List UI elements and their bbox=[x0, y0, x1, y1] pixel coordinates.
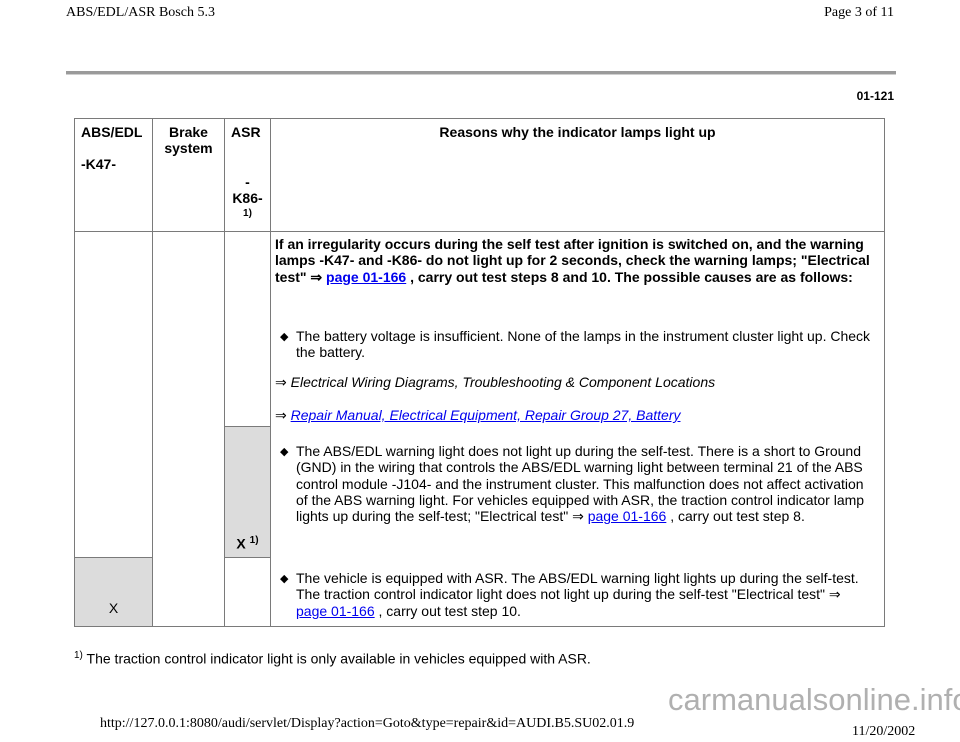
header-asr-footnote-ref: 1) bbox=[243, 208, 252, 219]
header-brake-system: Brake system bbox=[152, 118, 225, 232]
page-link-intro[interactable]: page 01-166 bbox=[326, 268, 407, 285]
ref-wiring-text: Electrical Wiring Diagrams, Troubleshoot… bbox=[290, 374, 716, 390]
header-reasons: Reasons why the indicator lamps light up bbox=[270, 118, 885, 232]
bullet-diamond-icon: ◆ bbox=[280, 331, 289, 343]
abs-cell-marked: X bbox=[74, 557, 153, 627]
repair-manual-link[interactable]: Repair Manual, Electrical Equipment, Rep… bbox=[290, 407, 681, 423]
intro-paragraph: If an irregularity occurs during the sel… bbox=[275, 236, 881, 285]
asr-cell-marked: X 1) bbox=[224, 426, 271, 558]
header-brake-label: Brake system bbox=[164, 124, 213, 156]
footer-date: 11/20/2002 bbox=[852, 724, 916, 739]
ref-wiring-diagrams: ⇒ Electrical Wiring Diagrams, Troublesho… bbox=[275, 374, 715, 390]
page-indicator: Page 3 of 11 bbox=[824, 5, 894, 20]
watermark: carmanualsonline.info bbox=[668, 682, 960, 717]
bullet-abs-edl-short: The ABS/EDL warning light does not light… bbox=[296, 443, 878, 524]
header-asr: ASR - K86- 1) bbox=[224, 118, 271, 232]
header-reasons-label: Reasons why the indicator lamps light up bbox=[439, 124, 716, 140]
document-title: ABS/EDL/ASR Bosch 5.3 bbox=[66, 5, 215, 20]
header-asr-label: ASR bbox=[231, 124, 261, 140]
asr-mark-x: X bbox=[236, 535, 246, 552]
bullet2-text-2: , carry out test step 8. bbox=[666, 508, 805, 525]
intro-text-2: , carry out test steps 8 and 10. The pos… bbox=[406, 268, 853, 285]
arrow-icon: ⇒ bbox=[275, 407, 287, 423]
abs-mark: X bbox=[108, 600, 119, 616]
page-link-bullet2[interactable]: page 01-166 bbox=[587, 508, 667, 525]
footnote: 1) The traction control indicator light … bbox=[74, 648, 591, 667]
header-divider bbox=[66, 71, 896, 75]
reasons-cell bbox=[270, 231, 885, 627]
asr-cell-empty-2 bbox=[224, 557, 271, 627]
header-asr-dash: - bbox=[245, 174, 250, 190]
footnote-text: The traction control indicator light is … bbox=[86, 650, 591, 667]
bullet-battery: The battery voltage is insufficient. Non… bbox=[296, 328, 871, 361]
intro-text: If an irregularity occurs during the sel… bbox=[275, 236, 870, 285]
bullet-diamond-icon: ◆ bbox=[280, 446, 289, 458]
footnote-mark: 1) bbox=[74, 650, 83, 661]
header-abs-edl: ABS/EDL -K47- bbox=[74, 118, 153, 232]
bullet3-text-2: , carry out test step 10. bbox=[374, 602, 521, 619]
header-abs-edl-code: -K47- bbox=[81, 156, 117, 172]
ref-repair-manual: ⇒ Repair Manual, Electrical Equipment, R… bbox=[275, 407, 680, 423]
arrow-icon: ⇒ bbox=[275, 374, 287, 390]
asr-mark-footnote: 1) bbox=[249, 535, 259, 546]
abs-cell-empty bbox=[74, 231, 153, 558]
asr-mark: X 1) bbox=[225, 535, 270, 552]
bullet-diamond-icon: ◆ bbox=[280, 573, 289, 585]
page-link-bullet3[interactable]: page 01-166 bbox=[296, 602, 375, 619]
footer-url: http://127.0.0.1:8080/audi/servlet/Displ… bbox=[100, 716, 635, 731]
asr-cell-empty bbox=[224, 231, 271, 427]
bullet2-text: The ABS/EDL warning light does not light… bbox=[296, 443, 865, 525]
header-asr-code: K86- bbox=[232, 190, 263, 206]
bullet-asr-equipped: The vehicle is equipped with ASR. The AB… bbox=[296, 570, 866, 619]
header-abs-edl-label: ABS/EDL bbox=[81, 124, 143, 140]
page-number: 01-121 bbox=[856, 89, 894, 103]
brake-cell bbox=[152, 231, 225, 627]
bullet3-text: The vehicle is equipped with ASR. The AB… bbox=[296, 570, 859, 603]
